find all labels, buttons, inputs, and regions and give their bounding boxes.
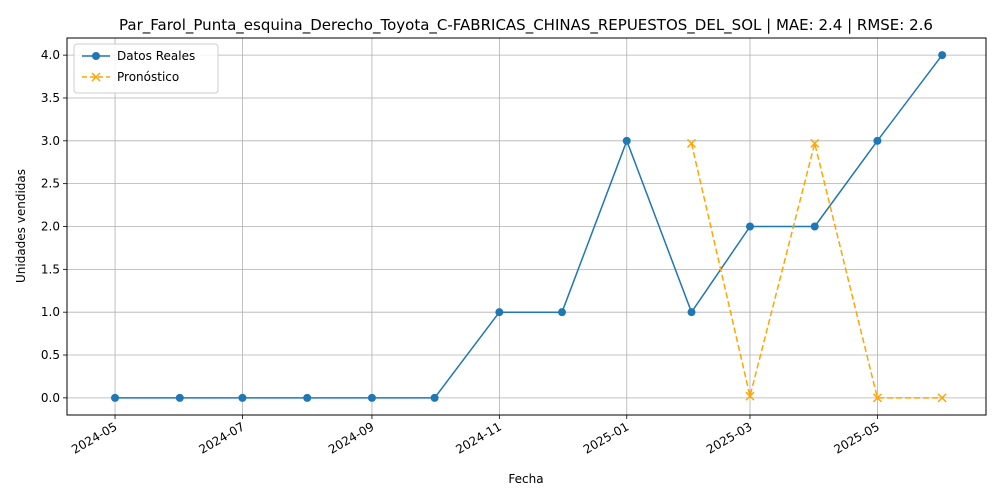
y-tick-label: 3.5 bbox=[41, 91, 60, 105]
data-point-datos-reales bbox=[303, 393, 312, 402]
data-point-datos-reales bbox=[810, 222, 819, 231]
data-point-datos-reales bbox=[367, 393, 376, 402]
x-tick-label: 2025-03 bbox=[704, 419, 754, 456]
y-tick-label: 1.0 bbox=[41, 305, 60, 319]
x-tick-label: 2024-07 bbox=[197, 419, 247, 456]
data-point-datos-reales bbox=[495, 308, 504, 317]
series-line-datos-reales bbox=[115, 54, 943, 399]
data-point-datos-reales bbox=[430, 393, 439, 402]
x-tick-label: 2024-11 bbox=[453, 419, 503, 456]
x-axis: 2024-05 2024-07 2024-09 2024-11 2025-01 2025-… bbox=[69, 415, 882, 457]
y-tick-label: 4.0 bbox=[41, 48, 60, 62]
legend-label-datos-reales: Datos Reales bbox=[117, 49, 195, 63]
legend: Datos Reales Pronóstico bbox=[73, 43, 219, 94]
x-axis-title: Fecha bbox=[508, 472, 543, 486]
y-axis: 0.0 0.5 1.0 1.5 2.0 2.5 3.0 3.5 4.0 bbox=[41, 48, 67, 405]
data-point-datos-reales bbox=[873, 136, 882, 145]
y-tick-label: 2.5 bbox=[41, 177, 60, 191]
data-point-datos-reales bbox=[938, 51, 947, 60]
data-point-datos-reales bbox=[238, 393, 247, 402]
data-point-datos-reales bbox=[175, 393, 184, 402]
data-point-datos-reales bbox=[111, 393, 120, 402]
data-point-pronostico bbox=[937, 393, 947, 403]
chart-title: Par_Farol_Punta_esquina_Derecho_Toyota_C… bbox=[119, 16, 933, 35]
data-point-datos-reales bbox=[558, 308, 567, 317]
data-point-pronostico bbox=[872, 393, 882, 403]
y-axis-title: Unidades vendidas bbox=[14, 169, 28, 283]
data-point-pronostico bbox=[745, 391, 755, 401]
legend-marker-datos-reales bbox=[92, 52, 100, 60]
data-point-datos-reales bbox=[745, 222, 754, 231]
legend-label-pronostico: Pronóstico bbox=[117, 70, 179, 84]
y-tick-label: 0.0 bbox=[41, 391, 60, 405]
data-point-datos-reales bbox=[622, 136, 631, 145]
y-tick-label: 0.5 bbox=[41, 348, 60, 362]
y-tick-label: 3.0 bbox=[41, 134, 60, 148]
x-tick-label: 2025-05 bbox=[831, 419, 881, 456]
grid-lines bbox=[67, 38, 986, 415]
x-tick-label: 2024-05 bbox=[69, 419, 119, 456]
data-point-pronostico bbox=[810, 138, 820, 148]
y-tick-label: 1.5 bbox=[41, 262, 60, 276]
series-datos-reales bbox=[111, 51, 947, 402]
data-point-pronostico bbox=[686, 138, 697, 148]
data-point-datos-reales bbox=[687, 308, 696, 317]
legend-marker-pronostico bbox=[91, 72, 101, 82]
x-tick-label: 2024-09 bbox=[326, 419, 376, 456]
x-tick-label: 2025-01 bbox=[581, 419, 631, 456]
y-tick-label: 2.0 bbox=[41, 220, 60, 234]
series-pronostico bbox=[686, 138, 947, 403]
series-line-pronostico bbox=[690, 142, 943, 399]
series-layer bbox=[111, 51, 947, 403]
